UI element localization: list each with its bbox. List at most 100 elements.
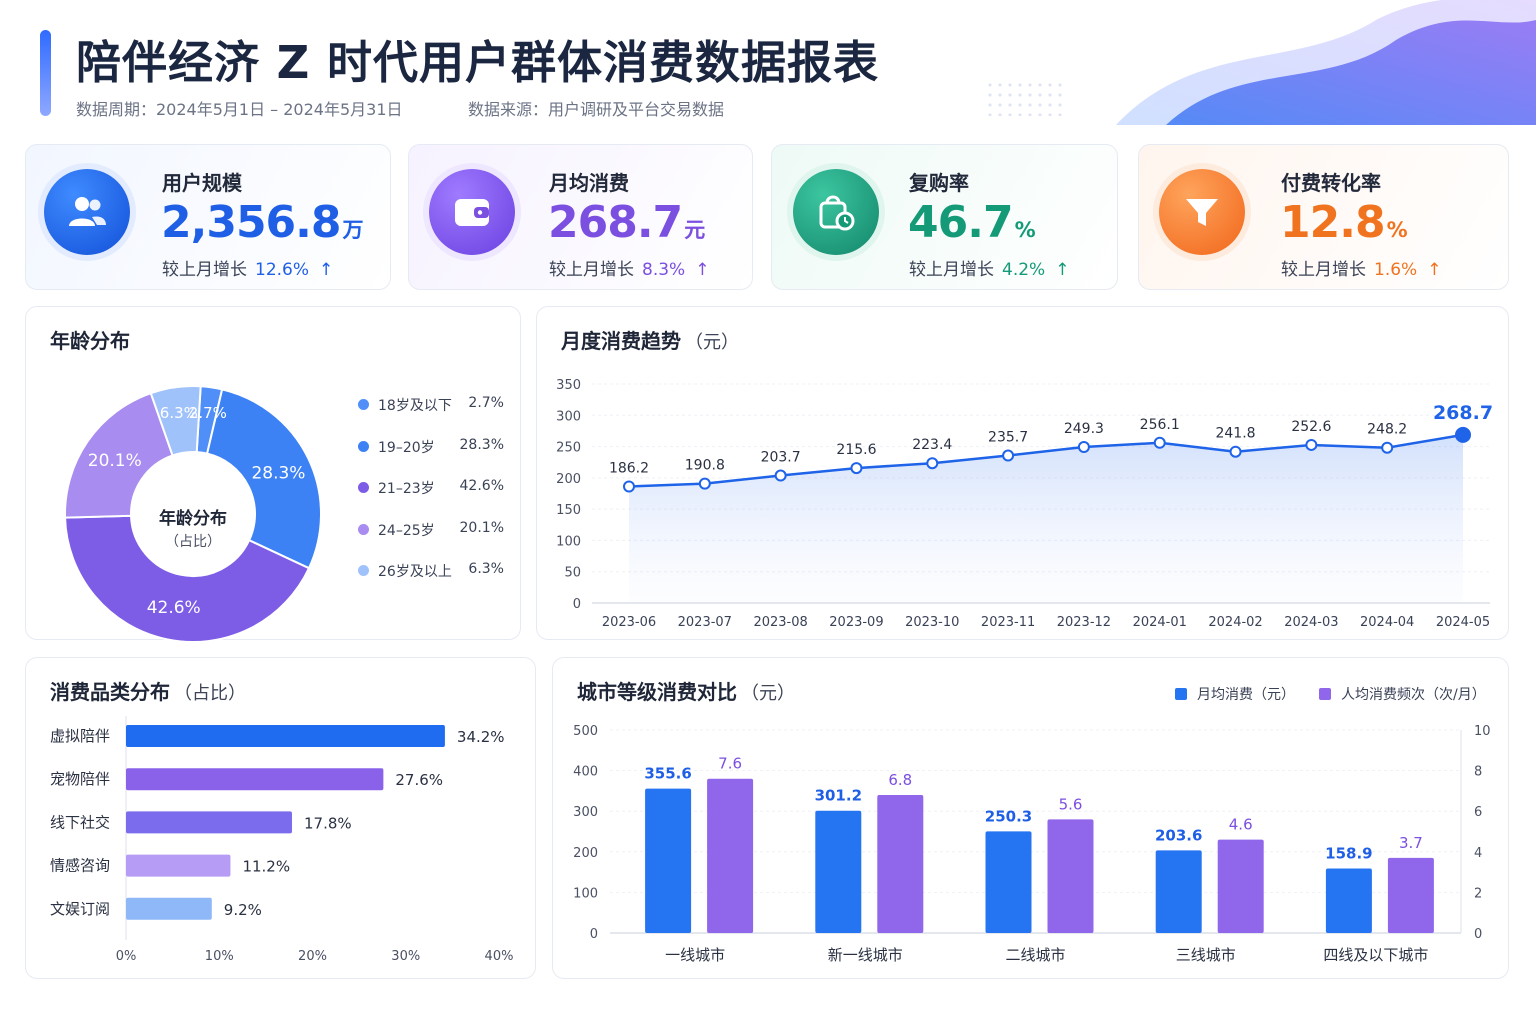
arrow-up-icon: ↑ (695, 260, 710, 280)
legend-label: 月均消费（元） (1197, 687, 1295, 703)
legend-swatch (1175, 688, 1187, 700)
page-title: 陪伴经济 Z 时代用户群体消费数据报表 (76, 36, 879, 89)
kpi-number: 2,356.8 (161, 197, 342, 248)
arrow-up-icon: ↑ (1055, 260, 1070, 280)
frequency-label: 3.7 (1399, 834, 1423, 852)
change-label: 较上月增长 (162, 260, 247, 280)
kpi-card-repurchase[interactable]: 复购率 46.7% 较上月增长 4.2% ↑ (771, 144, 1118, 290)
kpi-unit: % (1386, 218, 1408, 242)
kpi-value: 268.7元 (548, 197, 705, 248)
category-bar (126, 854, 231, 877)
age-donut-chart: 2.7% 28.3% 42.6% 20.1% 6.3% 年龄分布 （占比） (64, 385, 322, 643)
trend-line (628, 433, 1464, 488)
kpi-number: 12.8 (1280, 197, 1386, 248)
panel-title-main: 月度消费趋势 (561, 329, 681, 353)
data-point (1077, 441, 1090, 454)
data-label: 215.6 (836, 442, 876, 458)
panel-title-main: 城市等级消费对比 (577, 680, 737, 704)
donut-slice-label: 2.7% (189, 404, 227, 422)
data-period: 数据周期：2024年5月1日 – 2024年5月31日 (76, 100, 403, 119)
x-category-label: 新一线城市 (828, 946, 903, 964)
kpi-number: 268.7 (548, 197, 683, 248)
shopping-bag-icon (793, 169, 879, 255)
category-label: 线下社交 (50, 813, 110, 831)
data-label: 235.7 (988, 430, 1028, 446)
legend-dot (358, 440, 369, 452)
city-tier-bar-chart: 0 100 200 300 400 500 0 2 4 6 8 10 355.6 7.6 一线城市 301.2… (573, 724, 1490, 964)
donut-slice (205, 388, 322, 570)
frequency-label: 7.6 (718, 755, 742, 773)
monthly-spend-label: 301.2 (815, 787, 862, 805)
panel-title: 月度消费趋势 （元） (561, 325, 739, 354)
monthly-spend-label: 250.3 (985, 807, 1032, 825)
category-label: 文娱订阅 (50, 900, 110, 918)
y-tick-label: 200 (556, 472, 581, 487)
frequency-bar (877, 794, 924, 933)
arrow-up-icon: ↑ (1427, 260, 1442, 280)
y-tick-label: 0 (573, 597, 581, 612)
y-tick-label: 150 (556, 503, 581, 518)
category-distribution-panel: 消费品类分布 （占比） 0% 10% 20% 30% 40% 虚拟陪伴 34.2% 宠物陪伴 27… (25, 657, 536, 979)
kpi-card-conversion[interactable]: 付费转化率 12.8% 较上月增长 1.6% ↑ (1138, 144, 1509, 290)
donut-center-sub: （占比） (165, 534, 221, 550)
data-point (1305, 438, 1318, 451)
y-right-tick-label: 8 (1474, 765, 1482, 780)
users-icon (44, 169, 130, 255)
frequency-bar (1217, 839, 1264, 933)
legend-label: 19–20岁 (378, 439, 435, 456)
title-accent-bar (40, 30, 51, 116)
panel-title-sub: （占比） (174, 683, 246, 704)
x-tick-label: 2023-07 (678, 615, 732, 630)
bar-value-label: 27.6% (395, 771, 443, 789)
monthly-trend-line-chart: 0 50 100 150 200 250 300 350 186.2 2023-06 190.8 20… (556, 378, 1493, 630)
y-right-tick-label: 2 (1474, 886, 1482, 901)
donut-slice-label: 42.6% (147, 598, 201, 618)
kpi-card-users[interactable]: 用户规模 2,356.8万 较上月增长 12.6% ↑ (25, 144, 391, 290)
legend-value: 42.6% (459, 478, 504, 494)
kpi-label: 复购率 (909, 171, 969, 195)
data-label: 248.2 (1367, 422, 1407, 438)
bar-value-label: 34.2% (457, 728, 505, 746)
y-left-tick-label: 400 (573, 765, 598, 780)
donut-center-label: 年龄分布 (159, 508, 227, 529)
category-bar (126, 811, 292, 834)
y-left-tick-label: 300 (573, 805, 598, 820)
legend-label: 人均消费频次（次/月） (1341, 687, 1486, 703)
x-tick-label: 10% (205, 949, 234, 964)
data-point (1002, 449, 1015, 462)
category-bar (126, 768, 384, 791)
city-tier-panel: 城市等级消费对比 （元） 月均消费（元） 人均消费频次（次/月） 0 100 200 3… (552, 657, 1509, 979)
y-right-tick-label: 4 (1474, 846, 1482, 861)
data-label: 268.7 (1433, 402, 1493, 424)
x-category-label: 二线城市 (1005, 946, 1065, 964)
panel-title-main: 消费品类分布 (50, 680, 170, 704)
data-point (850, 462, 863, 475)
monthly-trend-panel: 月度消费趋势 （元） 0 50 100 150 200 250 300 350 186.2 2023… (536, 306, 1509, 640)
y-tick-label: 300 (556, 409, 581, 424)
data-point (1153, 436, 1166, 449)
age-distribution-panel: 年龄分布 2.7% 28.3% 42.6% 20.1% 6.3% 年龄分布 （占比） 1… (25, 306, 521, 643)
x-tick-label: 0% (116, 949, 137, 964)
data-label: 223.4 (912, 437, 952, 453)
change-value: 4.2% (1002, 260, 1046, 280)
data-label: 203.7 (761, 450, 801, 466)
monthly-spend-label: 203.6 (1155, 826, 1202, 844)
kpi-card-spend[interactable]: 月均消费 268.7元 较上月增长 8.3% ↑ (408, 144, 753, 290)
kpi-label: 付费转化率 (1281, 171, 1381, 195)
kpi-unit: 万 (342, 218, 364, 242)
donut-slice-label: 6.3% (160, 404, 198, 422)
kpi-unit: % (1014, 218, 1036, 242)
frequency-bar (707, 778, 754, 933)
y-tick-label: 50 (564, 566, 581, 581)
frequency-label: 5.6 (1059, 795, 1083, 813)
legend-dot (358, 482, 369, 493)
data-point (926, 457, 939, 470)
monthly-spend-bar (1155, 850, 1202, 933)
legend-label: 24–25岁 (378, 522, 435, 539)
panel-title: 年龄分布 (50, 329, 130, 353)
x-tick-label: 20% (298, 949, 327, 964)
change-label: 较上月增长 (549, 260, 634, 280)
kpi-change: 较上月增长 1.6% ↑ (1281, 255, 1441, 280)
donut-slice (149, 385, 202, 457)
change-label: 较上月增长 (1281, 260, 1366, 280)
